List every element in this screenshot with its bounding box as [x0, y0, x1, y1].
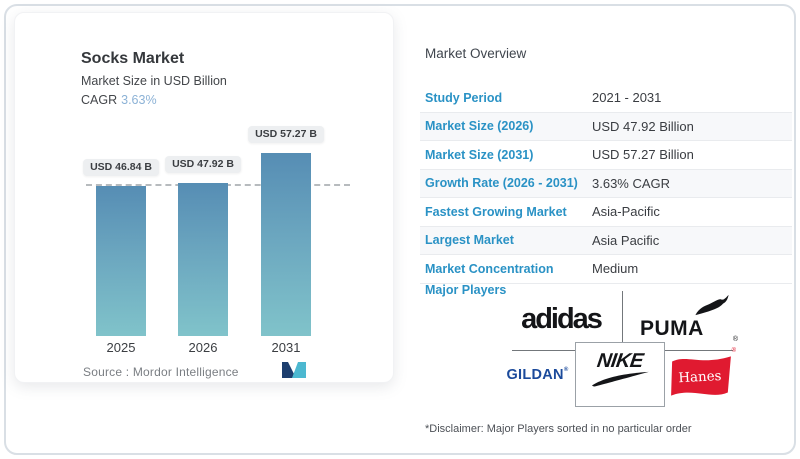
bar-value-badge: USD 47.92 B	[165, 156, 241, 173]
overview-row-value: USD 47.92 Billion	[592, 118, 694, 134]
gildan-logo[interactable]: GILDAN®	[500, 367, 575, 383]
hanes-wordmark: Hanes	[678, 369, 722, 386]
bar-2026	[178, 183, 228, 336]
overview-row-label: Market Concentration	[425, 261, 554, 276]
gildan-registered-mark: ®	[563, 367, 569, 373]
x-axis-tick-label: 2026	[188, 340, 218, 355]
puma-wordmark: PUMA	[640, 317, 704, 340]
hanes-flag-icon: Hanes	[671, 356, 731, 396]
adidas-logo[interactable]: adidas	[521, 303, 603, 335]
gildan-wordmark: GILDAN	[506, 367, 564, 383]
overview-row-value: Medium	[592, 261, 639, 277]
cagr-line: CAGR 3.63%	[81, 93, 157, 107]
overview-row-value: 2021 - 2031	[592, 90, 662, 106]
overview-row: Study Period 2021 - 2031	[420, 84, 792, 113]
overview-row-label: Market Size (2026)	[425, 119, 534, 134]
bar-value-badge: USD 46.84 B	[83, 159, 159, 176]
nike-wordmark: NIKE	[595, 350, 645, 372]
cagr-value: 3.63%	[121, 93, 157, 107]
overview-row-value: Asia Pacific	[592, 232, 660, 248]
overview-row: Largest Market Asia Pacific	[420, 226, 792, 255]
hanes-registered-mark: ®	[731, 348, 736, 354]
overview-table: Study Period 2021 - 2031 Market Size (2026…	[420, 84, 792, 284]
cagr-label: CAGR	[81, 93, 118, 107]
overview-row-label: Market Size (2031)	[425, 147, 534, 162]
source-attribution: Source : Mordor Intelligence	[83, 365, 239, 379]
overview-row: Growth Rate (2026 - 2031) 3.63% CAGR	[420, 169, 792, 198]
overview-row-label: Fastest Growing Market	[425, 204, 567, 219]
x-axis-tick-label: 2025	[106, 340, 136, 355]
puma-registered-mark: ®	[732, 336, 738, 343]
puma-cat-icon	[695, 294, 729, 316]
overview-row: Market Concentration Medium	[420, 255, 792, 284]
hanes-logo[interactable]: Hanes ®	[668, 348, 736, 402]
nike-swoosh-icon	[592, 371, 649, 387]
chart-subtitle: Market Size in USD Billion	[81, 74, 227, 88]
bar-2031	[261, 153, 311, 336]
puma-logo[interactable]: PUMA ®	[628, 291, 740, 347]
major-players-label: Major Players	[425, 283, 507, 297]
overview-row: Fastest Growing Market Asia-Pacific	[420, 198, 792, 227]
nike-logo[interactable]: NIKE	[575, 342, 665, 407]
overview-row-label: Growth Rate (2026 - 2031)	[425, 176, 578, 191]
overview-row: Market Size (2031) USD 57.27 Billion	[420, 141, 792, 170]
players-disclaimer: *Disclaimer: Major Players sorted in no …	[425, 423, 692, 435]
bar-2025	[96, 186, 146, 336]
mordor-intelligence-logo-icon[interactable]	[281, 362, 307, 378]
x-axis-tick-label: 2031	[271, 340, 301, 355]
overview-row-value: Asia-Pacific	[592, 204, 660, 220]
major-players-logo-grid: adidas PUMA ® NIKE GILDAN® Hanes ®	[500, 289, 745, 407]
overview-row-value: USD 57.27 Billion	[592, 147, 694, 163]
overview-row-label: Largest Market	[425, 233, 514, 248]
overview-row-value: 3.63% CAGR	[592, 175, 671, 191]
overview-row-label: Study Period	[425, 90, 503, 105]
chart-title: Socks Market	[81, 50, 185, 67]
overview-row: Market Size (2026) USD 47.92 Billion	[420, 112, 792, 141]
players-grid-vertical-divider	[622, 291, 623, 350]
bar-value-badge: USD 57.27 B	[248, 126, 324, 143]
overview-title: Market Overview	[425, 46, 527, 61]
market-size-chart-card: Socks Market Market Size in USD Billion …	[14, 12, 394, 383]
